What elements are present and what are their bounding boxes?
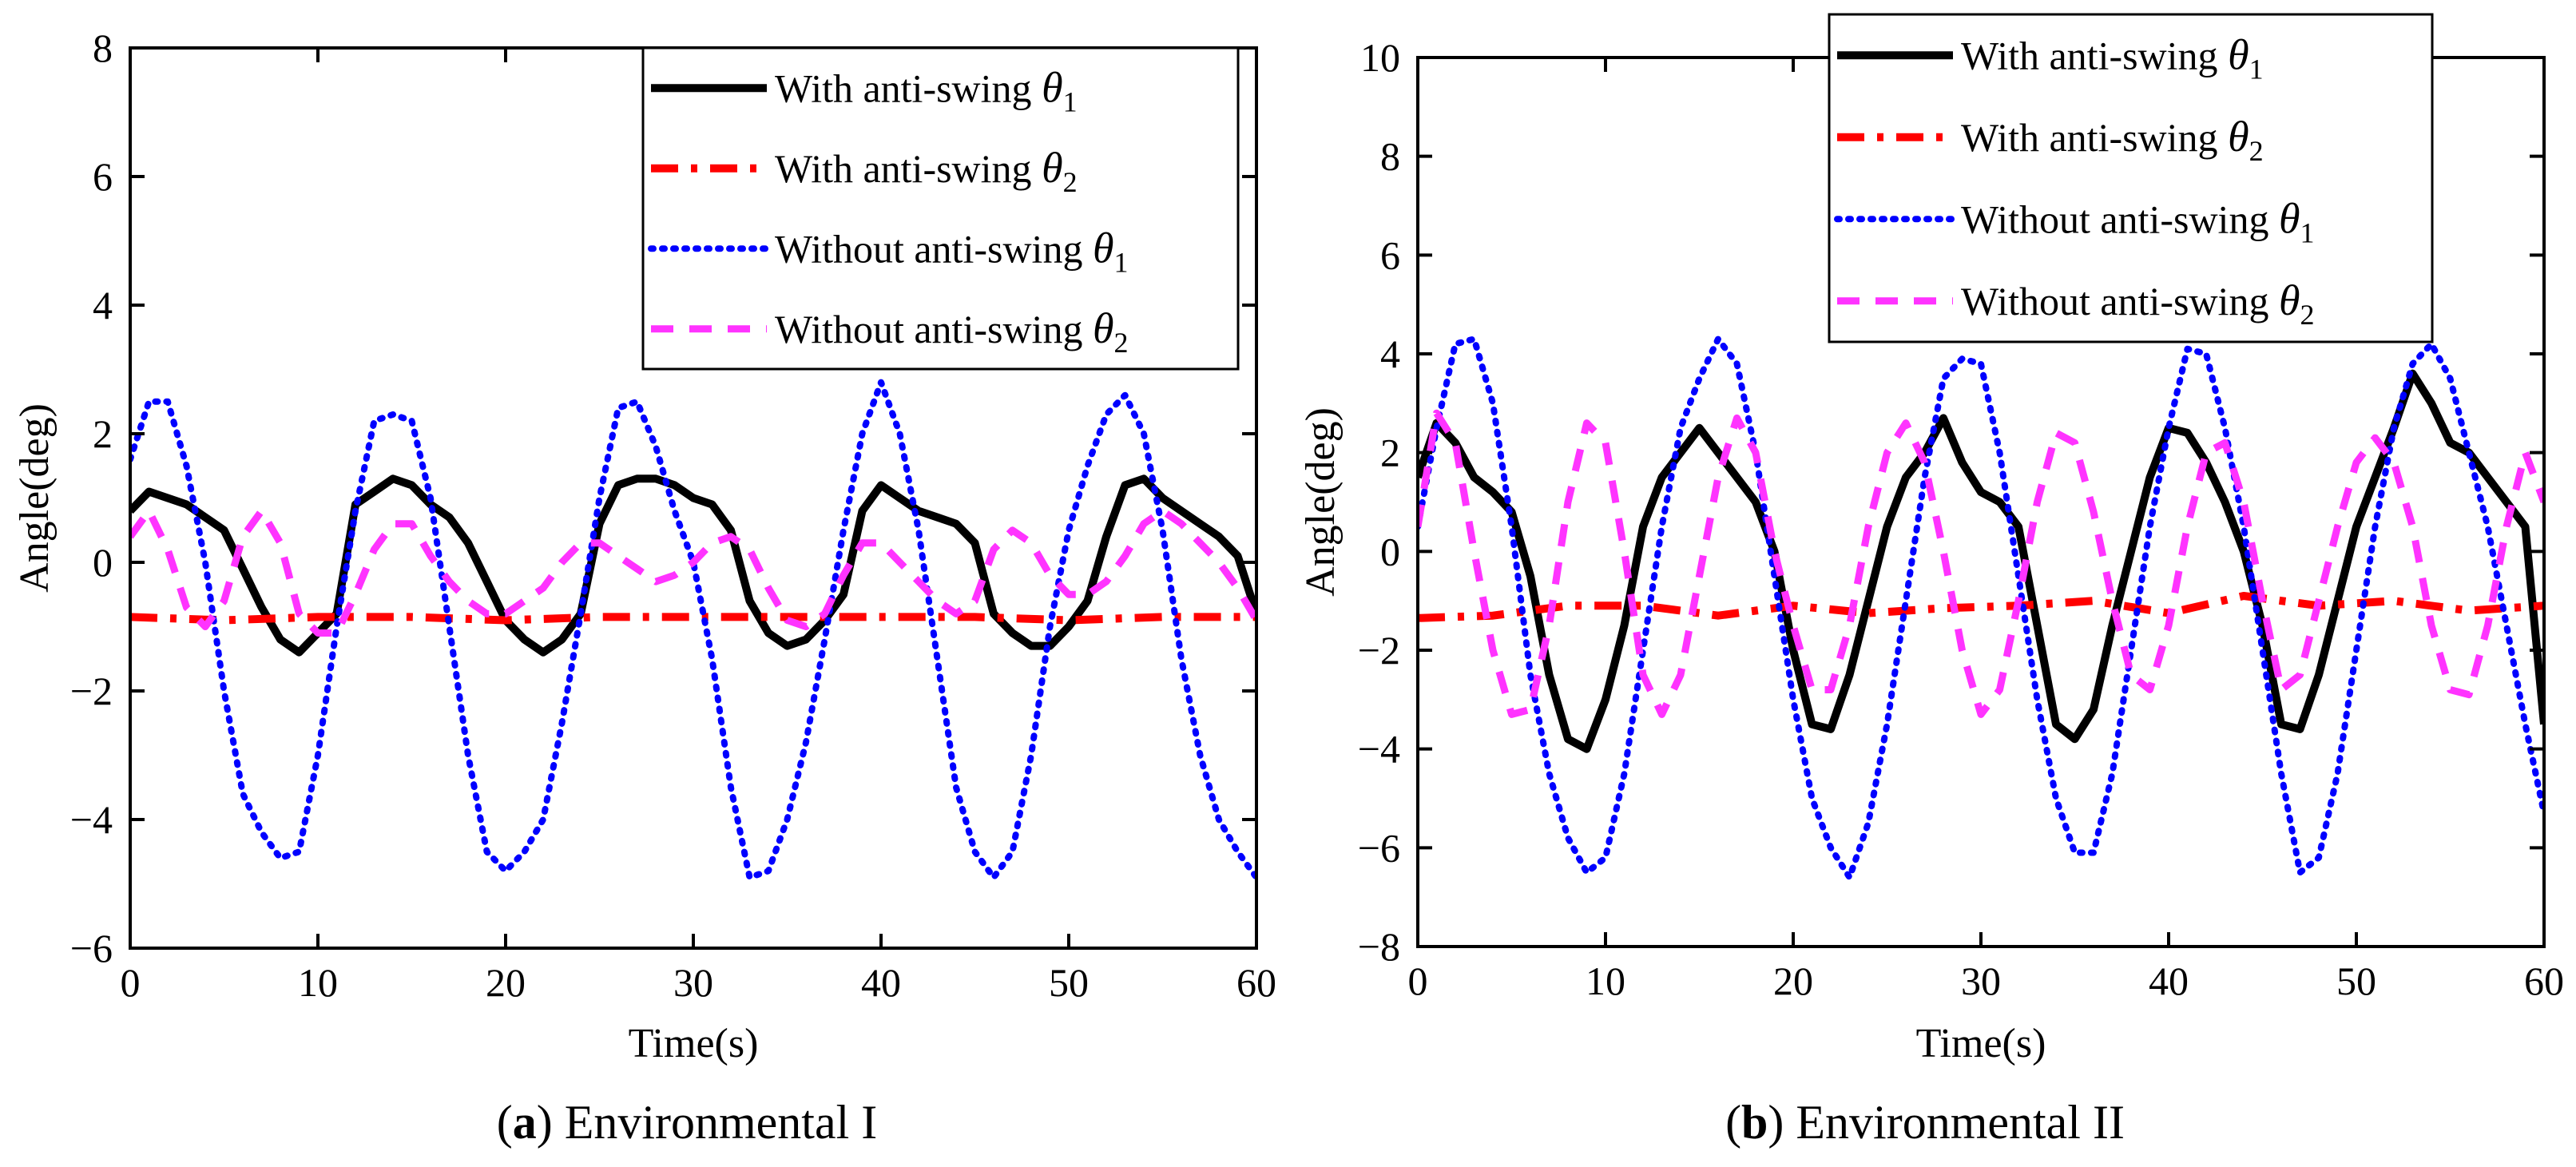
x-axis-title: Time(s) [1916,1021,2046,1066]
legend: With anti-swing θ1 With anti-swing θ2 With… [641,46,1240,371]
plot-area [130,379,1256,881]
y-tick-label: −4 [1358,727,1400,772]
y-tick-label: 2 [1380,431,1400,475]
series-line-4 [130,507,1256,637]
x-tick-label: 40 [861,960,901,1005]
x-tick-label: 10 [1586,959,1625,1003]
legend-label-1: With anti-swing θ1 [775,63,1078,117]
x-tick-label: 10 [298,960,338,1005]
series-line-3 [1418,335,2544,881]
x-tick-label: 30 [673,960,713,1005]
panel-environmental-1: 0 10 20 30 40 50 60 −6 −4 −2 0 2 4 6 8 Time(s) Angle(deg… [12,26,1276,1149]
y-tick-label: 0 [93,540,113,585]
series-line-3 [130,379,1256,881]
panel-caption: (a) Environmental I [497,1096,878,1149]
legend-label-4: Without anti-swing θ2 [1961,276,2314,331]
x-tick-label: 20 [1773,959,1813,1003]
legend-label-3: Without anti-swing θ1 [1961,194,2314,248]
legend-label-2: With anti-swing θ2 [775,144,1078,198]
y-tick-label: 4 [93,283,113,327]
series-line-1 [1418,369,2544,753]
y-axis-title: Angle(deg) [1298,407,1344,597]
y-tick-label: 6 [93,154,113,199]
y-tick-label: 8 [93,26,113,70]
y-tick-label: −6 [1358,825,1400,870]
x-tick-label: 40 [2149,959,2189,1003]
panel-environmental-2: 0 10 20 30 40 50 60 −8 −6 −4 −2 0 2 4 6 8 10 Time(s) Angle… [1298,13,2564,1149]
x-tick-label: 50 [2336,959,2376,1003]
y-tick-label: 6 [1380,232,1400,277]
x-tick-label: 30 [1961,959,2001,1003]
legend-label-2: With anti-swing θ2 [1961,113,2264,167]
plot-area [1418,335,2544,881]
y-tick-label: −2 [1358,628,1400,673]
y-tick-label: 8 [1380,134,1400,179]
series-line-2 [130,613,1256,625]
legend: With anti-swing θ1 With anti-swing θ2 With… [1828,13,2434,343]
x-tick-label: 0 [121,960,141,1005]
x-tick-label: 20 [486,960,526,1005]
x-tick-label: 50 [1049,960,1089,1005]
panel-caption: (b) Environmental II [1725,1096,2125,1149]
x-axis-title: Time(s) [629,1021,759,1066]
y-tick-label: −2 [70,669,113,713]
series-line-2 [1418,592,2544,622]
y-tick-label: 2 [93,411,113,456]
legend-box [641,46,1240,371]
series-line-4 [1418,409,2544,718]
legend-box [1828,13,2434,343]
y-tick-label: −8 [1358,924,1400,969]
x-tick-label: 0 [1408,959,1428,1003]
y-tick-label: 4 [1380,331,1400,376]
y-tick-label: −6 [70,926,113,971]
x-tick-label: 60 [2524,959,2564,1003]
legend-label-1: With anti-swing θ1 [1961,30,2264,85]
y-tick-label: −4 [70,797,113,842]
y-axis-title: Angle(deg) [12,403,58,593]
legend-label-4: Without anti-swing θ2 [775,304,1128,359]
y-tick-label: 0 [1380,529,1400,574]
y-tick-label: 10 [1360,35,1400,80]
x-tick-label: 60 [1236,960,1276,1005]
legend-label-3: Without anti-swing θ1 [775,224,1128,278]
